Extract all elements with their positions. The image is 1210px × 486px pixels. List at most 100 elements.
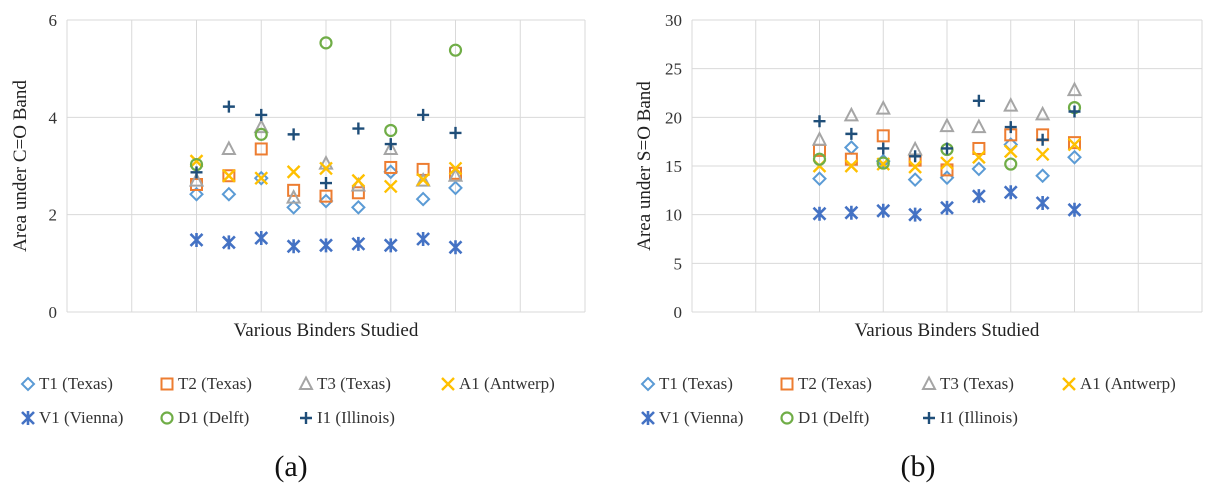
- data-point-v1-vienna: [286, 239, 301, 254]
- data-point-t1-texas: [189, 186, 204, 202]
- data-point-i1-illinois: [972, 94, 985, 107]
- data-point-t3-texas: [1034, 105, 1051, 121]
- data-point-t1-texas: [318, 193, 334, 209]
- y-tick-label: 25: [665, 60, 682, 79]
- legend-item-d1-delft: D1 (Delft): [780, 408, 869, 427]
- data-point-i1-illinois: [845, 127, 858, 140]
- data-point-i1-illinois: [1004, 121, 1017, 134]
- legend-item-t2-texas: T2 (Texas): [160, 374, 252, 393]
- data-point-t3-texas: [221, 140, 237, 155]
- data-point-t3-texas: [811, 131, 828, 146]
- data-point-v1-vienna: [1035, 195, 1050, 210]
- data-point-t1-texas: [1035, 168, 1051, 184]
- data-point-t2-texas: [1068, 136, 1081, 150]
- data-point-i1-illinois: [909, 150, 922, 163]
- series-i1-illinois: [813, 94, 1081, 163]
- data-point-i1-illinois: [449, 126, 462, 139]
- y-tick-label: 0: [49, 303, 58, 322]
- y-tick-label: 5: [674, 254, 683, 273]
- data-point-t1-texas: [286, 199, 302, 215]
- series-a1-antwerp: [189, 154, 463, 194]
- legend-marker-i1-illinois: [923, 412, 935, 424]
- data-point-t1-texas: [1067, 149, 1082, 165]
- data-point-d1-delft: [319, 36, 333, 50]
- data-point-v1-vienna: [254, 231, 269, 246]
- data-point-d1-delft: [876, 156, 890, 170]
- data-point-i1-illinois: [384, 138, 397, 151]
- legend-item-t1-texas: T1 (Texas): [20, 374, 113, 393]
- data-point-i1-illinois: [287, 128, 300, 141]
- data-point-a1-antwerp: [448, 161, 463, 176]
- data-point-i1-illinois: [255, 108, 268, 121]
- legend-item-t3-texas: T3 (Texas): [921, 374, 1014, 393]
- legend-marker-v1-vienna: [21, 411, 35, 425]
- data-point-d1-delft: [448, 43, 463, 57]
- data-point-t3-texas: [415, 171, 431, 187]
- data-point-t1-texas: [843, 140, 859, 155]
- data-point-t2-texas: [876, 129, 890, 143]
- legend-label: T1 (Texas): [659, 374, 733, 393]
- data-point-t1-texas: [812, 171, 827, 187]
- data-point-t3-texas: [253, 118, 269, 134]
- data-point-t3-texas: [939, 117, 955, 133]
- legend-item-t1-texas: T1 (Texas): [640, 374, 733, 393]
- legend-marker-v1-vienna: [641, 411, 655, 425]
- legend-marker-t2-texas: [780, 377, 794, 391]
- y-tick-label: 10: [665, 206, 682, 225]
- data-point-t2-texas: [222, 169, 236, 183]
- data-point-i1-illinois: [320, 177, 332, 190]
- y-tick-label: 15: [665, 157, 682, 176]
- data-point-v1-vienna: [189, 232, 204, 247]
- data-point-a1-antwerp: [844, 159, 859, 173]
- data-point-d1-delft: [1004, 157, 1018, 171]
- data-point-i1-illinois: [352, 122, 365, 135]
- data-point-a1-antwerp: [383, 179, 398, 194]
- legend-marker-t1-texas: [20, 376, 36, 392]
- legend-label: D1 (Delft): [798, 408, 869, 427]
- data-point-d1-delft: [254, 127, 268, 141]
- data-point-v1-vienna: [416, 232, 431, 246]
- legend-label: T2 (Texas): [178, 374, 252, 393]
- y-tick-label: 6: [49, 11, 58, 30]
- legend-item-v1-vienna: V1 (Vienna): [21, 408, 123, 427]
- legend-marker-t3-texas: [921, 375, 937, 390]
- data-point-t1-texas: [253, 170, 269, 186]
- data-point-a1-antwerp: [254, 171, 269, 186]
- data-point-t1-texas: [907, 172, 923, 188]
- legend-label: T2 (Texas): [798, 374, 872, 393]
- data-point-i1-illinois: [417, 108, 430, 121]
- legend-label: A1 (Antwerp): [1080, 374, 1176, 393]
- data-point-t1-texas: [448, 180, 463, 196]
- data-point-t3-texas: [971, 118, 987, 134]
- data-point-v1-vienna: [971, 189, 986, 204]
- legend: T1 (Texas) T2 (Texas) T3 (Texas) A1 (Antwer…: [640, 374, 1176, 427]
- y-tick-label: 20: [665, 108, 682, 127]
- data-point-i1-illinois: [813, 115, 826, 128]
- legend-marker-t2-texas: [160, 377, 174, 391]
- data-point-t1-texas: [350, 199, 366, 215]
- y-axis-title: Area under C=O Band: [10, 80, 31, 252]
- data-point-v1-vienna: [319, 238, 333, 253]
- data-point-t2-texas: [972, 141, 986, 155]
- data-point-t3-texas: [188, 171, 205, 187]
- data-point-t1-texas: [383, 164, 399, 180]
- legend-item-a1-antwerp: A1 (Antwerp): [1062, 374, 1176, 393]
- series-i1-illinois: [190, 100, 462, 190]
- data-point-a1-antwerp: [1003, 144, 1018, 159]
- legend-item-t3-texas: T3 (Texas): [298, 374, 391, 393]
- x-axis-title: Various Binders Studied: [855, 320, 1040, 341]
- chart-b: 0 5 10 15 20 25 30 Various Binders Studied Area …: [634, 11, 1203, 483]
- panel-label: (b): [901, 450, 936, 483]
- legend-label: V1 (Vienna): [39, 408, 123, 427]
- data-point-v1-vienna: [221, 235, 236, 250]
- y-tick-label: 0: [674, 303, 683, 322]
- legend-marker-d1-delft: [160, 411, 174, 425]
- horizontal-gridlines: [67, 19, 585, 313]
- legend-item-i1-illinois: I1 (Illinois): [300, 408, 395, 427]
- legend-label: T3 (Texas): [317, 374, 391, 393]
- data-point-t3-texas: [447, 167, 464, 182]
- legend-item-i1-illinois: I1 (Illinois): [923, 408, 1018, 427]
- legend-item-a1-antwerp: A1 (Antwerp): [441, 374, 555, 393]
- data-point-i1-illinois: [877, 142, 890, 155]
- data-point-a1-antwerp: [940, 156, 954, 170]
